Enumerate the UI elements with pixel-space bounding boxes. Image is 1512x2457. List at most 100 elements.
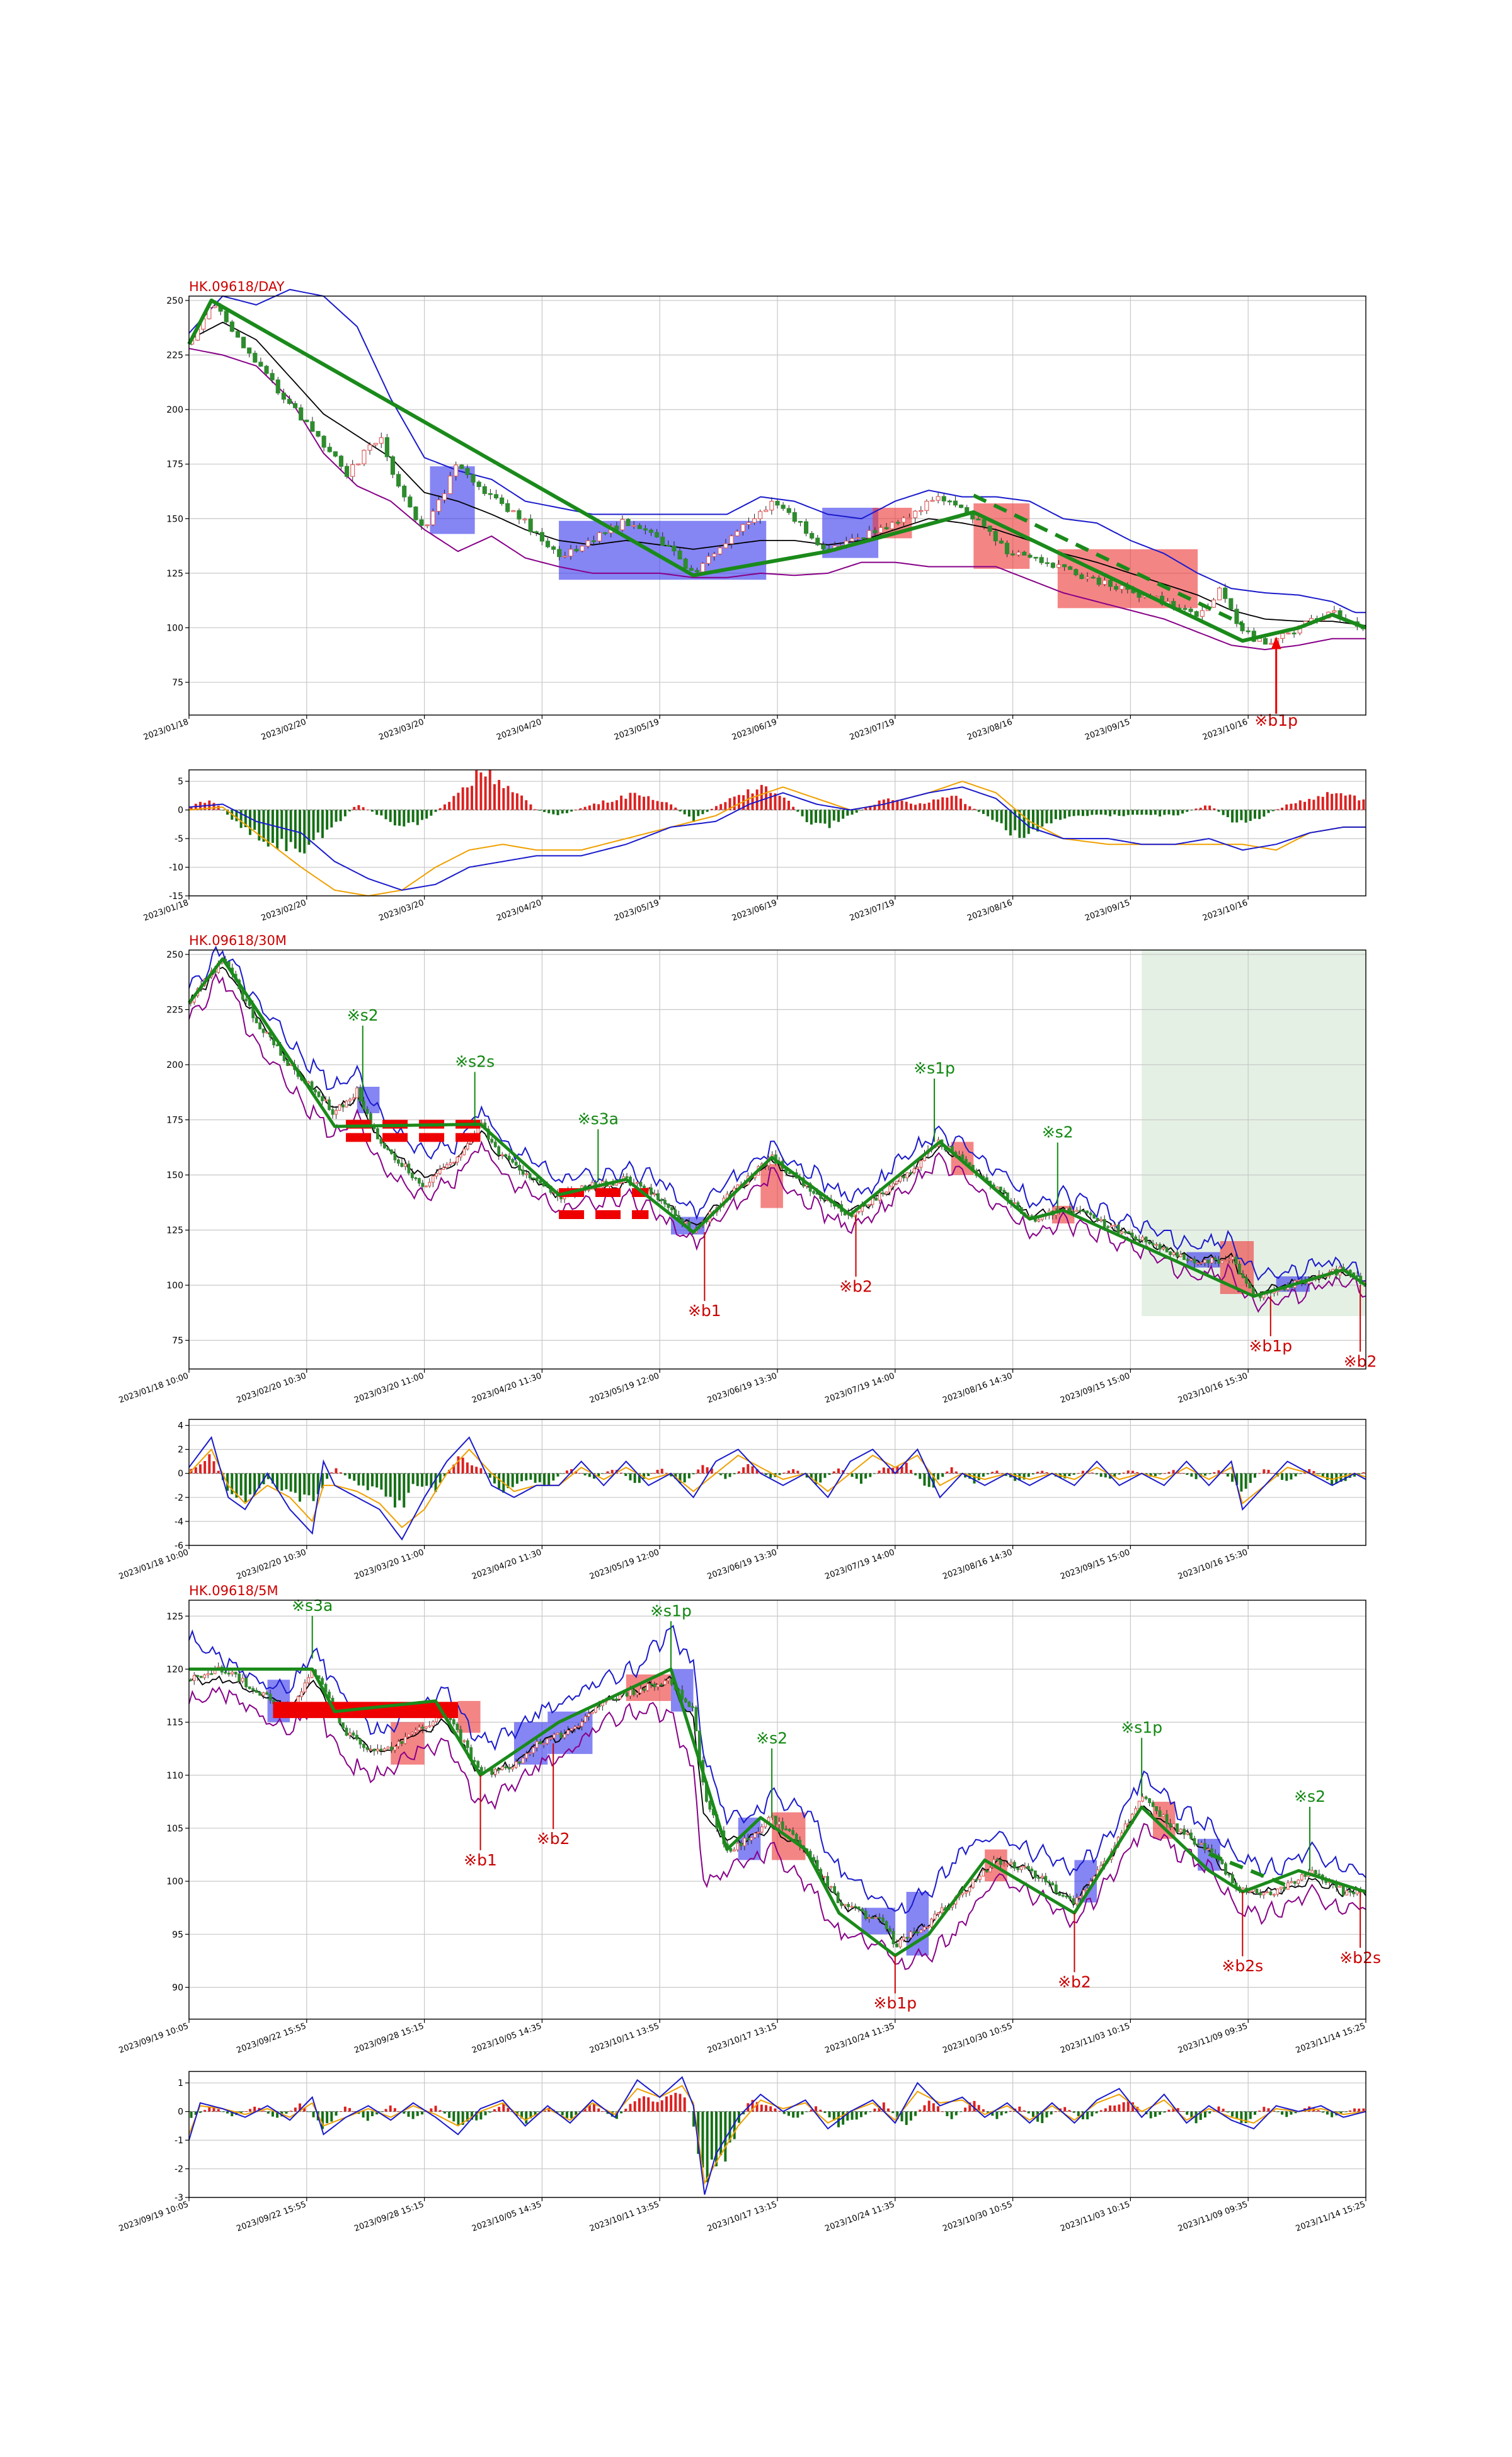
histogram-bar	[823, 810, 827, 824]
candle-up	[580, 546, 585, 552]
candle-down	[881, 1192, 885, 1194]
candle-down	[1183, 1828, 1186, 1835]
candle-down	[497, 1146, 501, 1155]
candle-down	[1151, 1243, 1155, 1246]
histogram-bar	[624, 798, 627, 810]
histogram-bar	[855, 2111, 858, 2120]
histogram-bar	[434, 810, 437, 812]
histogram-bar	[774, 793, 777, 810]
candle-up	[261, 1692, 265, 1696]
histogram-bar	[792, 2111, 795, 2118]
histogram-bar	[285, 1473, 288, 1489]
histogram-bar	[443, 2111, 446, 2114]
histogram-bar	[832, 810, 835, 821]
candle-up	[968, 1887, 971, 1893]
histogram-bar	[810, 810, 813, 825]
candle-down	[379, 1748, 383, 1751]
histogram-bar	[1321, 2111, 1324, 2113]
histogram-bar	[1317, 796, 1320, 810]
histogram-bar	[466, 2111, 469, 2122]
histogram-bar	[507, 2107, 510, 2112]
histogram-bar	[1208, 2111, 1211, 2114]
histogram-bar	[973, 2100, 976, 2112]
candle-up	[1200, 610, 1205, 617]
candle-up	[913, 510, 918, 518]
histogram-bar	[1339, 2111, 1343, 2114]
histogram-bar	[815, 810, 818, 823]
histogram-bar	[760, 2104, 763, 2112]
histogram-bar	[1009, 810, 1012, 836]
histogram-bar	[403, 1473, 406, 1508]
candle-up	[428, 1182, 432, 1187]
histogram-bar	[380, 810, 383, 816]
candle-down	[672, 546, 677, 552]
histogram-bar	[461, 2111, 464, 2125]
candle-up	[740, 524, 745, 532]
candle-up	[667, 1678, 670, 1681]
candle-down	[1072, 1898, 1075, 1904]
histogram-bar	[679, 2093, 682, 2112]
histogram-bar	[1050, 810, 1053, 823]
histogram-bar	[742, 1467, 745, 1474]
histogram-bar	[575, 2111, 578, 2116]
candle-down	[1203, 1843, 1206, 1850]
candle-down	[355, 1734, 358, 1740]
histogram-bar	[1208, 805, 1211, 810]
candle-down	[781, 1821, 784, 1830]
signal-label: ※s3a	[578, 1110, 619, 1128]
histogram-bar	[502, 2103, 505, 2112]
candle-up	[580, 1721, 583, 1727]
histogram-bar	[1312, 799, 1315, 810]
histogram-bar	[1271, 810, 1274, 811]
histogram-bar	[520, 2111, 524, 2119]
histogram-bar	[887, 2108, 890, 2112]
candle-up	[1297, 1879, 1300, 1884]
candle-up	[379, 437, 384, 444]
histogram-bar	[810, 2109, 813, 2112]
candle-down	[317, 1091, 321, 1097]
histogram-bar	[266, 2111, 270, 2114]
candle-down	[557, 549, 562, 558]
candle-up	[700, 563, 706, 573]
histogram-bar	[1226, 1473, 1229, 1477]
histogram-bar	[1159, 2111, 1162, 2115]
histogram-bar	[1027, 2111, 1030, 2114]
y-tick-label: 225	[166, 351, 183, 361]
histogram-bar	[579, 1473, 582, 1474]
candle-down	[798, 520, 803, 523]
candle-up	[829, 1886, 833, 1888]
histogram-bar	[1290, 1473, 1293, 1480]
histogram-bar	[706, 810, 709, 812]
candle-down	[660, 1684, 663, 1686]
histogram-bar	[923, 2105, 926, 2112]
candle-down	[1030, 1869, 1034, 1872]
histogram-bar	[511, 792, 514, 810]
y-tick-label: -3	[175, 2193, 183, 2203]
candle-up	[356, 463, 361, 466]
candle-down	[410, 1172, 414, 1179]
histogram-bar	[1235, 2111, 1239, 2119]
candle-down	[402, 485, 407, 498]
histogram-bar	[448, 801, 451, 810]
histogram-bar	[307, 1473, 311, 1496]
candle-down	[694, 1707, 698, 1731]
histogram-bar	[670, 804, 673, 810]
y-tick-label: 95	[172, 1930, 183, 1940]
histogram-bar	[552, 1473, 555, 1481]
histogram-bar	[651, 1472, 655, 1474]
histogram-bar	[1054, 810, 1057, 820]
histogram-bar	[850, 810, 854, 815]
histogram-bar	[421, 1473, 423, 1487]
histogram-bar	[1203, 1473, 1206, 1476]
candle-down	[597, 1705, 601, 1707]
histogram-bar	[1086, 2111, 1089, 2120]
macd-line	[188, 786, 1366, 891]
histogram-bar	[253, 1473, 256, 1495]
histogram-bar	[203, 1461, 207, 1474]
histogram-bar	[683, 1473, 686, 1483]
histogram-bar	[1000, 810, 1003, 823]
histogram-bar	[393, 810, 396, 826]
candle-down	[1234, 609, 1239, 624]
histogram-bar	[878, 2106, 881, 2112]
histogram-bar	[733, 796, 736, 810]
